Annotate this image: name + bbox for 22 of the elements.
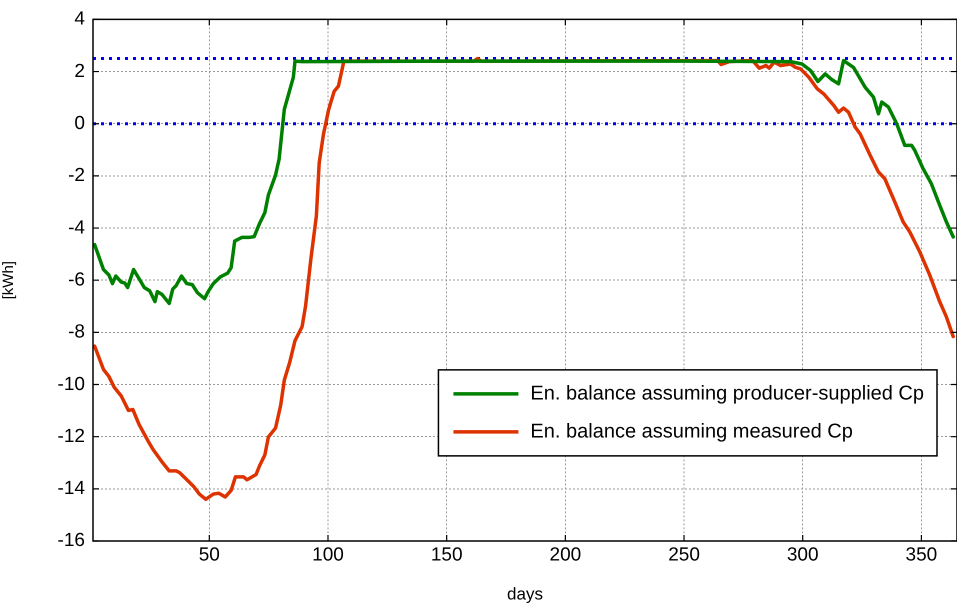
x-tick-label: 200 (550, 544, 582, 566)
x-tick-label: 300 (786, 544, 819, 566)
y-tick-label: -2 (68, 165, 85, 186)
x-axis-title: days (507, 584, 543, 604)
legend-label: En. balance assuming producer-supplied Cp (530, 382, 924, 404)
y-tick-label: 0 (74, 112, 85, 134)
y-tick-label: -10 (58, 374, 85, 395)
y-axis-title: [kWh] (0, 261, 18, 300)
x-tick-label: 50 (198, 544, 220, 566)
y-tick-label: -12 (58, 426, 85, 447)
y-tick-label: -16 (58, 530, 85, 552)
y-tick-label: -8 (68, 322, 85, 343)
x-tick-label: 100 (312, 544, 344, 566)
x-tick-label: 250 (668, 544, 700, 566)
y-tick-label: 4 (74, 8, 86, 30)
legend-label: En. balance assuming measured Cp (530, 420, 853, 442)
y-tick-label: -4 (68, 217, 86, 238)
x-tick-label: 150 (430, 544, 463, 566)
y-tick-label: -6 (68, 269, 85, 290)
y-tick-label: 2 (74, 60, 85, 82)
x-tick-label: 350 (906, 544, 938, 566)
y-tick-label: -14 (58, 478, 86, 500)
